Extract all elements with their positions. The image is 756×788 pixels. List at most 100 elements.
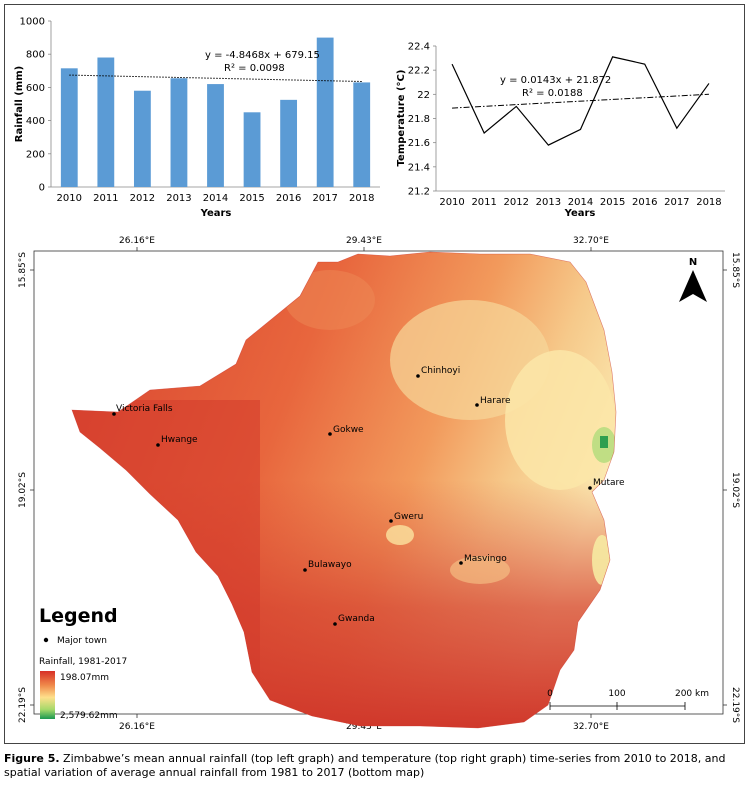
temperature-xlabel: Years — [564, 208, 596, 219]
rainfall-xtick-label: 2015 — [239, 193, 264, 204]
temperature-chart: 21.2 21.4 21.6 21.8 22 22.2 22.4 2010 2011 2012 2… — [396, 42, 725, 219]
rainfall-bar-2012 — [133, 90, 151, 187]
rainfall-bar-2013 — [170, 78, 188, 187]
town-dot-chinhoyi — [416, 374, 420, 378]
town-dot-mutare — [588, 486, 592, 490]
temperature-xtick-label: 2012 — [504, 197, 529, 208]
rainfall-chart: 0 200 400 600 800 1000 2010 2011 2012 2013 2014 20… — [14, 17, 380, 219]
town-dot-gweru — [389, 519, 393, 523]
top-coord-3: 32.70°E — [573, 236, 609, 246]
temperature-xtick-label: 2016 — [632, 197, 657, 208]
legend-town-dot — [43, 637, 49, 643]
rainfall-ytick-label: 600 — [26, 83, 45, 94]
town-chinhoyi: Chinhoyi — [421, 366, 460, 376]
temperature-series-line — [451, 56, 710, 146]
temperature-ytick-label: 22 — [417, 90, 430, 101]
rainfall-ylabel: Rainfall (mm) — [14, 66, 25, 142]
town-harare: Harare — [480, 396, 511, 406]
rainfall-xlabel: Years — [200, 208, 232, 219]
town-gweru: Gweru — [394, 512, 423, 522]
caption-label: Figure 5. — [4, 752, 60, 765]
left-coord-3: 22.19°S — [18, 687, 28, 723]
temperature-xtick-label: 2011 — [471, 197, 496, 208]
rainfall-xtick-label: 2016 — [276, 193, 301, 204]
temperature-ytick-label: 21.2 — [408, 187, 430, 198]
legend-rainfall-title: Rainfall, 1981-2017 — [39, 657, 127, 667]
temperature-ytick-label: 22.2 — [408, 66, 430, 77]
town-dot-bulawayo — [303, 568, 307, 572]
temperature-trend-line — [452, 93, 709, 109]
figure-caption: Figure 5. Zimbabwe’s mean annual rainfal… — [4, 752, 749, 780]
rainfall-bar-2011 — [97, 57, 115, 187]
rainfall-ytick-label: 200 — [26, 149, 45, 160]
north-label: N — [689, 257, 697, 268]
bottom-coord-3: 32.70°E — [573, 722, 609, 732]
temperature-xtick-label: 2010 — [439, 197, 464, 208]
right-coord-2: 19.02°S — [730, 472, 740, 508]
temperature-ytick-label: 21.4 — [408, 162, 430, 173]
rainfall-map: 26.16°E 29.43°E 32.70°E 26.16°E 29.43°E … — [18, 236, 740, 732]
top-coord-1: 26.16°E — [119, 236, 155, 246]
bottom-coord-2: 29.43°E — [346, 722, 382, 732]
town-dot-gokwe — [328, 432, 332, 436]
rainfall-bar-2015 — [243, 112, 261, 187]
legend-title: Legend — [39, 605, 118, 627]
temperature-xtick-label: 2015 — [600, 197, 625, 208]
legend-max: 2,579.62mm — [60, 711, 118, 721]
scale-bar: 0 100 200 km — [547, 689, 709, 710]
town-bulawayo: Bulawayo — [308, 560, 352, 570]
rainfall-bar-2017 — [316, 37, 334, 187]
town-dot-masvingo — [459, 561, 463, 565]
top-coord-2: 29.43°E — [346, 236, 382, 246]
scale-label-0: 0 — [547, 689, 553, 699]
legend-min: 198.07mm — [60, 673, 109, 683]
rainfall-xtick-label: 2011 — [93, 193, 118, 204]
map-legend: Legend Major town Rainfall, 1981-2017 19… — [39, 605, 127, 721]
rainfall-trend-line — [69, 74, 362, 83]
temperature-ytick-label: 22.4 — [408, 42, 430, 53]
town-dot-hwange — [156, 443, 160, 447]
rainfall-xtick-label: 2014 — [203, 193, 228, 204]
town-dot-harare — [475, 403, 479, 407]
town-mutare: Mutare — [593, 478, 625, 488]
town-gokwe: Gokwe — [333, 425, 364, 435]
town-masvingo: Masvingo — [464, 554, 507, 564]
temperature-ytick-label: 21.8 — [408, 114, 430, 125]
rainfall-xtick-label: 2018 — [349, 193, 374, 204]
rainfall-xtick-label: 2013 — [166, 193, 191, 204]
rainfall-ytick-label: 800 — [26, 50, 45, 61]
right-coord-1: 15.85°S — [730, 252, 740, 288]
zimbabwe-rainfall-raster — [72, 252, 616, 728]
temperature-ytick-label: 21.6 — [408, 138, 430, 149]
right-coord-3: 22.19°S — [730, 687, 740, 723]
north-arrow-icon: N — [679, 257, 707, 302]
temperature-equation: y = 0.0143x + 21.872 — [500, 75, 611, 86]
rainfall-ytick-label: 400 — [26, 116, 45, 127]
rainfall-xtick-label: 2010 — [57, 193, 82, 204]
temperature-xtick-label: 2014 — [568, 197, 593, 208]
town-victoria-falls: Victoria Falls — [116, 404, 173, 414]
town-hwange: Hwange — [161, 435, 198, 445]
rainfall-equation: y = -4.8468x + 679.15 — [205, 50, 320, 61]
bottom-coord-1: 26.16°E — [119, 722, 155, 732]
temperature-xtick-label: 2017 — [664, 197, 689, 208]
left-coord-2: 19.02°S — [18, 472, 28, 508]
figure-canvas: 0 200 400 600 800 1000 2010 2011 2012 2013 2014 20… — [14, 17, 740, 733]
rainfall-ytick-label: 0 — [39, 183, 45, 194]
legend-color-ramp — [40, 671, 55, 719]
town-dot-victoria-falls — [112, 412, 116, 416]
town-dot-gwanda — [333, 622, 337, 626]
legend-major-town: Major town — [57, 636, 107, 646]
rainfall-ytick-label: 1000 — [20, 17, 45, 28]
temperature-r2: R² = 0.0188 — [522, 88, 583, 99]
rainfall-xtick-label: 2012 — [130, 193, 155, 204]
rainfall-bar-2010 — [60, 68, 78, 187]
figure-frame — [4, 4, 745, 744]
rainfall-bar-2018 — [353, 82, 371, 187]
temperature-xtick-label: 2013 — [536, 197, 561, 208]
town-gwanda: Gwanda — [338, 614, 375, 624]
temperature-ylabel: Temperature (°C) — [396, 70, 407, 167]
rainfall-xtick-label: 2017 — [312, 193, 337, 204]
town-markers: Victoria Falls Hwange Gokwe Chinhoyi Har… — [112, 366, 625, 626]
left-coord-1: 15.85°S — [18, 252, 28, 288]
